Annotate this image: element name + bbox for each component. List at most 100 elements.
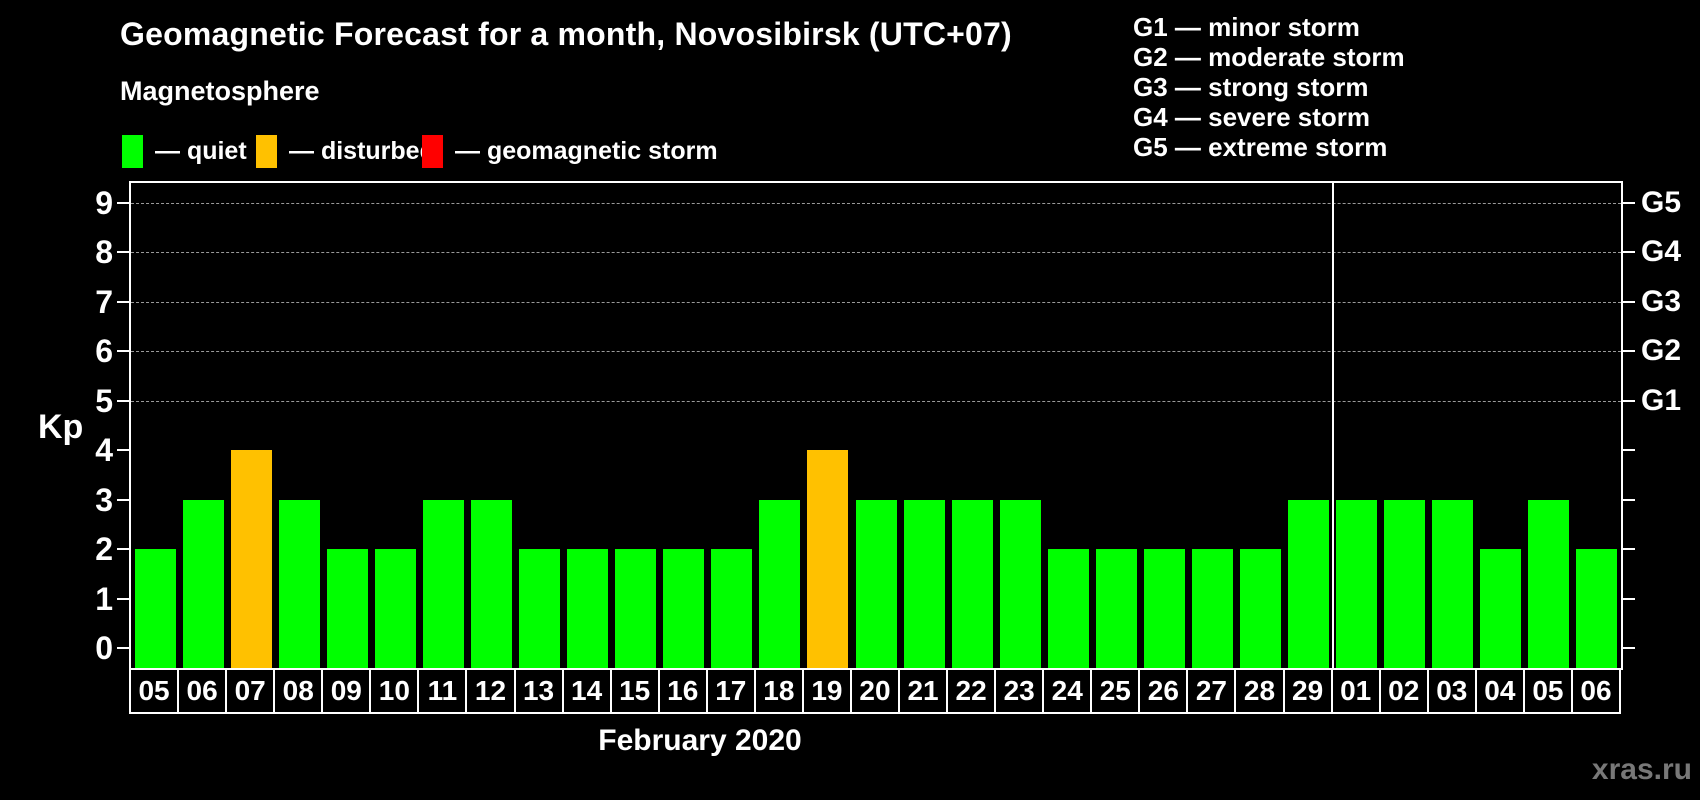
date-cell-19-february: 19: [801, 668, 852, 714]
date-cell-07-february: 07: [225, 668, 276, 714]
right-axis-label-g3: G3: [1641, 284, 1682, 318]
date-cell-05-march: 05: [1522, 668, 1573, 714]
kp-bar-day-05: [134, 549, 176, 668]
date-cell-13-february: 13: [513, 668, 564, 714]
g-legend-line-4: G4 — severe storm: [1133, 102, 1371, 132]
kp-bar-day-05: [1528, 499, 1570, 668]
month-separator-line: [1331, 183, 1334, 668]
g-legend-line-5: G5 — extreme storm: [1133, 132, 1388, 162]
y-axis-tick-left-6: [117, 350, 131, 353]
kp-bar-day-08: [278, 499, 320, 668]
g-legend-line-3: G3 — strong storm: [1133, 72, 1369, 102]
kp-bar-day-25: [1095, 549, 1137, 668]
gridline-kp-6: [131, 351, 1621, 353]
kp-bar-day-21: [903, 499, 945, 668]
kp-bar-day-06: [182, 499, 224, 668]
y-axis-tick-right-2: [1621, 548, 1635, 551]
date-cell-20-february: 20: [849, 668, 901, 714]
kp-bar-day-07: [230, 450, 272, 668]
y-axis-label-7: 7: [95, 283, 113, 320]
date-cell-01-march: 01: [1330, 668, 1381, 714]
legend-label-disturbed: — disturbed: [289, 136, 435, 165]
date-cell-14-february: 14: [561, 668, 612, 714]
kp-bar-day-18: [759, 499, 801, 668]
date-cell-06-march: 06: [1570, 668, 1621, 714]
y-axis-label-2: 2: [95, 531, 113, 568]
y-axis-label-4: 4: [95, 432, 113, 469]
date-cell-26-february: 26: [1138, 668, 1189, 714]
right-axis-label-g4: G4: [1641, 235, 1682, 269]
g-scale-legend: G1 — minor storm G2 — moderate storm G3 — …: [1133, 12, 1405, 162]
date-cell-04-march: 04: [1474, 668, 1525, 714]
date-cell-12-february: 12: [465, 668, 516, 714]
y-axis-label-8: 8: [95, 234, 113, 271]
date-cell-10-february: 10: [369, 668, 420, 714]
legend-item-storm: — geomagnetic storm: [422, 133, 718, 169]
kp-bar-day-01: [1336, 499, 1378, 668]
date-cell-23-february: 23: [994, 668, 1045, 714]
y-axis-tick-right-7: [1621, 300, 1635, 303]
legend-label-storm: — geomagnetic storm: [455, 136, 718, 165]
g-legend-line-1: G1 — minor storm: [1133, 12, 1360, 42]
kp-bar-day-22: [951, 499, 993, 668]
chart-title: Geomagnetic Forecast for a month, Novosi…: [120, 16, 1012, 52]
y-axis-label-6: 6: [95, 333, 113, 370]
kp-bar-day-04: [1480, 549, 1522, 668]
legend-item-quiet: — quiet: [122, 133, 247, 169]
y-axis-label-0: 0: [95, 630, 113, 667]
kp-bar-day-24: [1047, 549, 1089, 668]
legend-label-quiet: — quiet: [155, 136, 247, 165]
storm-color-swatch: [422, 134, 443, 168]
date-cell-17-february: 17: [705, 668, 756, 714]
right-axis-label-g2: G2: [1641, 334, 1682, 368]
kp-bar-day-15: [615, 549, 657, 668]
date-cell-21-february: 21: [898, 668, 949, 714]
y-axis-tick-right-9: [1621, 201, 1635, 204]
date-cell-09-february: 09: [321, 668, 372, 714]
date-cell-03-march: 03: [1426, 668, 1477, 714]
legend-item-disturbed: — disturbed: [256, 133, 435, 169]
g-legend-line-2: G2 — moderate storm: [1133, 42, 1405, 72]
y-axis-tick-left-9: [117, 201, 131, 204]
y-axis-tick-left-7: [117, 300, 131, 303]
y-axis-label-5: 5: [95, 382, 113, 419]
y-axis-tick-left-5: [117, 399, 131, 402]
date-cell-29-february: 29: [1282, 668, 1333, 714]
y-axis-tick-left-2: [117, 548, 131, 551]
date-cell-15-february: 15: [609, 668, 660, 714]
y-axis-tick-right-3: [1621, 498, 1635, 501]
gridline-kp-9: [131, 202, 1621, 204]
kp-bar-day-12: [470, 499, 512, 668]
y-axis-tick-left-8: [117, 251, 131, 254]
kp-bar-day-06: [1576, 549, 1618, 668]
disturbed-color-swatch: [256, 134, 277, 168]
date-cell-16-february: 16: [657, 668, 708, 714]
kp-bar-day-19: [807, 450, 849, 668]
date-cell-28-february: 28: [1234, 668, 1285, 714]
right-axis-label-g1: G1: [1641, 383, 1682, 417]
date-cell-11-february: 11: [417, 668, 468, 714]
kp-bar-day-28: [1240, 549, 1282, 668]
y-axis-tick-left-1: [117, 597, 131, 600]
y-axis-label-9: 9: [95, 184, 113, 221]
kp-bar-day-03: [1432, 499, 1474, 668]
date-cell-06-february: 06: [177, 668, 228, 714]
kp-bar-day-09: [326, 549, 368, 668]
kp-bar-day-26: [1143, 549, 1185, 668]
kp-bar-day-13: [519, 549, 561, 668]
right-axis-label-g5: G5: [1641, 185, 1682, 219]
kp-bar-day-11: [422, 499, 464, 668]
y-axis-tick-right-6: [1621, 350, 1635, 353]
kp-bar-day-29: [1288, 499, 1330, 668]
x-axis-title: February 2020: [598, 724, 802, 757]
date-cell-25-february: 25: [1090, 668, 1141, 714]
y-axis-tick-right-1: [1621, 597, 1635, 600]
y-axis-tick-right-8: [1621, 251, 1635, 254]
date-cell-27-february: 27: [1186, 668, 1237, 714]
y-axis-tick-right-4: [1621, 449, 1635, 452]
y-axis-tick-left-4: [117, 449, 131, 452]
date-cell-22-february: 22: [946, 668, 997, 714]
date-cell-08-february: 08: [273, 668, 324, 714]
